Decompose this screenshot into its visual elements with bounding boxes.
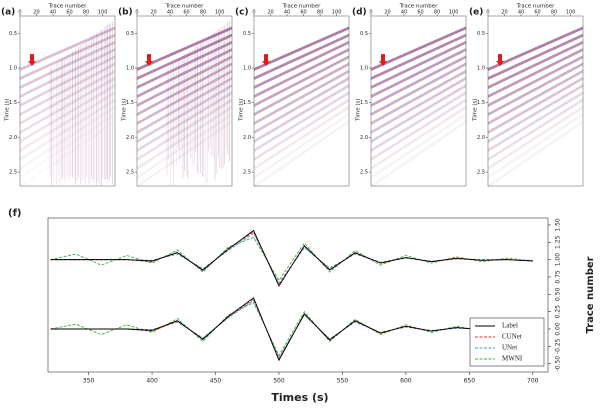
panel-label: (d) xyxy=(352,8,367,18)
x-tick-label: 80 xyxy=(434,10,440,16)
y-tick-label: 0.5 xyxy=(360,31,368,37)
y-tick-label: 1.0 xyxy=(126,66,134,72)
y-axis-title: Time (s) xyxy=(473,98,479,121)
panel-label: (e) xyxy=(469,8,483,18)
y-tick-label: 1.50 xyxy=(555,218,562,232)
x-tick-label: 0 xyxy=(369,10,372,16)
y-tick-label: 0.5 xyxy=(126,31,134,37)
x-tick-label: 100 xyxy=(566,10,576,16)
y-axis-title: Trace number xyxy=(585,256,596,333)
y-tick-label: 0.50 xyxy=(555,287,562,301)
y-tick-label: 1.0 xyxy=(9,66,17,72)
y-tick-label: 2.0 xyxy=(360,135,368,141)
x-axis-title: Times (s) xyxy=(271,391,328,404)
y-tick-label: -0.50 xyxy=(555,356,562,372)
y-tick-label: 1.0 xyxy=(360,66,368,72)
y-tick-label: 0.5 xyxy=(477,31,485,37)
x-tick-label: 60 xyxy=(417,10,423,16)
x-tick-label: 20 xyxy=(150,10,156,16)
y-tick-label: 2.5 xyxy=(477,170,485,176)
x-tick-label: 80 xyxy=(83,10,89,16)
x-tick-label: 40 xyxy=(401,10,407,16)
panel-label: (f) xyxy=(8,208,22,219)
x-tick-label: 20 xyxy=(33,10,39,16)
x-tick-label: 450 xyxy=(210,378,222,385)
x-tick-label: 100 xyxy=(332,10,342,16)
x-tick-label: 600 xyxy=(400,378,412,385)
x-tick-label: 60 xyxy=(183,10,189,16)
x-tick-label: 20 xyxy=(384,10,390,16)
x-tick-label: 0 xyxy=(18,10,21,16)
x-tick-label: 400 xyxy=(146,378,158,385)
y-tick-label: 0.75 xyxy=(555,270,562,284)
x-tick-label: 80 xyxy=(317,10,323,16)
x-tick-label: 20 xyxy=(501,10,507,16)
x-tick-label: 80 xyxy=(551,10,557,16)
y-tick-label: -0.25 xyxy=(555,338,562,354)
x-tick-label: 20 xyxy=(267,10,273,16)
x-tick-label: 500 xyxy=(273,378,285,385)
y-tick-label: 0.00 xyxy=(555,322,562,336)
y-axis-title: Time (s) xyxy=(239,98,245,121)
y-tick-label: 1.25 xyxy=(555,235,562,249)
x-tick-label: 60 xyxy=(300,10,306,16)
y-axis-title: Time (s) xyxy=(5,98,11,121)
y-tick-label: 2.5 xyxy=(126,170,134,176)
y-tick-label: 0.25 xyxy=(555,305,562,319)
x-tick-label: 60 xyxy=(66,10,72,16)
y-tick-label: 2.0 xyxy=(477,135,485,141)
y-tick-label: 2.5 xyxy=(9,170,17,176)
x-tick-label: 0 xyxy=(486,10,489,16)
x-tick-label: 100 xyxy=(215,10,225,16)
panel-label: (b) xyxy=(118,8,133,18)
y-tick-label: 1.0 xyxy=(477,66,485,72)
y-tick-label: 0.5 xyxy=(243,31,251,37)
y-tick-label: 2.0 xyxy=(243,135,251,141)
x-tick-label: 80 xyxy=(200,10,206,16)
legend-label: Label xyxy=(502,322,518,330)
panel-label: (a) xyxy=(1,8,15,18)
y-tick-label: 2.0 xyxy=(9,135,17,141)
x-tick-label: 100 xyxy=(98,10,108,16)
x-tick-label: 550 xyxy=(337,378,349,385)
y-tick-label: 1.00 xyxy=(555,253,562,267)
x-tick-label: 40 xyxy=(50,10,56,16)
y-tick-label: 1.0 xyxy=(243,66,251,72)
legend-label: CUNet xyxy=(502,333,522,341)
trace-line xyxy=(51,298,533,360)
legend-label: MWNI xyxy=(502,355,523,363)
x-tick-label: 100 xyxy=(449,10,459,16)
x-tick-label: 650 xyxy=(464,378,476,385)
trace-line xyxy=(51,230,533,285)
x-tick-label: 60 xyxy=(534,10,540,16)
y-tick-label: 2.5 xyxy=(360,170,368,176)
x-tick-label: 0 xyxy=(252,10,255,16)
y-axis-title: Time (s) xyxy=(122,98,128,121)
x-tick-label: 40 xyxy=(167,10,173,16)
legend-label: UNet xyxy=(502,344,517,352)
x-tick-label: 40 xyxy=(518,10,524,16)
x-tick-label: 350 xyxy=(83,378,95,385)
x-tick-label: 0 xyxy=(135,10,138,16)
y-tick-label: 2.5 xyxy=(243,170,251,176)
y-tick-label: 2.0 xyxy=(126,135,134,141)
panel-label: (c) xyxy=(235,8,249,18)
x-tick-label: 700 xyxy=(527,378,539,385)
y-tick-label: 0.5 xyxy=(9,31,17,37)
x-tick-label: 40 xyxy=(284,10,290,16)
y-axis-title: Time (s) xyxy=(356,98,362,121)
